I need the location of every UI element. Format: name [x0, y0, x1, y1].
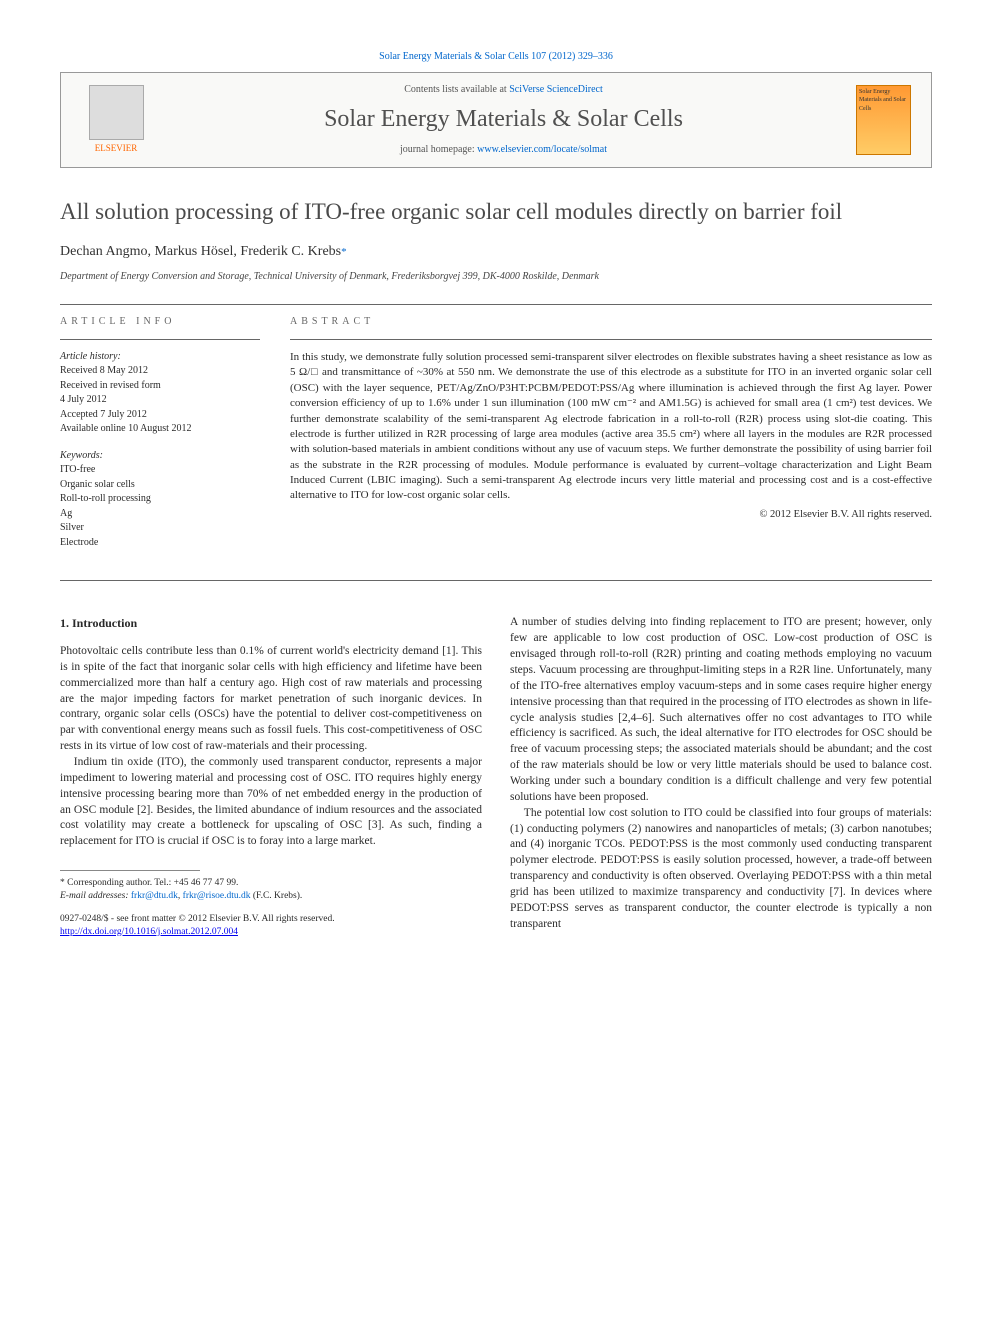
- received-date: Received 8 May 2012: [60, 364, 260, 379]
- article-info-label: article info: [60, 315, 260, 329]
- email-link-1[interactable]: frkr@dtu.dk: [131, 891, 178, 901]
- homepage-line: journal homepage: www.elsevier.com/locat…: [151, 143, 856, 157]
- email-link-2[interactable]: frkr@risoe.dtu.dk: [183, 891, 251, 901]
- homepage-prefix: journal homepage:: [400, 144, 477, 155]
- sciencedirect-link[interactable]: SciVerse ScienceDirect: [509, 84, 603, 95]
- affiliation: Department of Energy Conversion and Stor…: [60, 270, 932, 284]
- divider: [290, 339, 932, 340]
- corresponding-footnote: * Corresponding author. Tel.: +45 46 77 …: [60, 877, 482, 890]
- abstract-text: In this study, we demonstrate fully solu…: [290, 350, 932, 504]
- email-label: E-mail addresses:: [60, 891, 131, 901]
- keyword-3: Roll-to-roll processing: [60, 492, 260, 507]
- divider: [60, 580, 932, 581]
- homepage-link[interactable]: www.elsevier.com/locate/solmat: [477, 144, 607, 155]
- elsevier-label: ELSEVIER: [95, 142, 138, 155]
- journal-reference-bar: Solar Energy Materials & Solar Cells 107…: [60, 50, 932, 64]
- contents-prefix: Contents lists available at: [404, 84, 509, 95]
- section-heading-introduction: 1. Introduction: [60, 615, 482, 632]
- paragraph-1: Photovoltaic cells contribute less than …: [60, 644, 482, 755]
- authors-names: Dechan Angmo, Markus Hösel, Frederik C. …: [60, 244, 341, 259]
- paragraph-2: Indium tin oxide (ITO), the commonly use…: [60, 755, 482, 850]
- elsevier-tree-icon: [89, 85, 144, 140]
- accepted-date: Accepted 7 July 2012: [60, 408, 260, 423]
- elsevier-logo: ELSEVIER: [81, 85, 151, 155]
- online-date: Available online 10 August 2012: [60, 422, 260, 437]
- paragraph-3: A number of studies delving into finding…: [510, 615, 932, 805]
- article-info-column: article info Article history: Received 8…: [60, 315, 260, 551]
- article-title: All solution processing of ITO-free orga…: [60, 198, 932, 227]
- body-text: 1. Introduction Photovoltaic cells contr…: [60, 615, 932, 938]
- revised-date-line2: 4 July 2012: [60, 393, 260, 408]
- divider: [60, 304, 932, 305]
- divider: [60, 339, 260, 340]
- keyword-1: ITO-free: [60, 463, 260, 478]
- authors-line: Dechan Angmo, Markus Hösel, Frederik C. …: [60, 242, 932, 262]
- keywords-label: Keywords:: [60, 449, 260, 464]
- doi-link[interactable]: http://dx.doi.org/10.1016/j.solmat.2012.…: [60, 927, 238, 937]
- journal-header-box: ELSEVIER Contents lists available at Sci…: [60, 72, 932, 168]
- abstract-copyright: © 2012 Elsevier B.V. All rights reserved…: [290, 508, 932, 523]
- paragraph-4: The potential low cost solution to ITO c…: [510, 806, 932, 933]
- revised-date-line1: Received in revised form: [60, 379, 260, 394]
- email-suffix: (F.C. Krebs).: [251, 891, 303, 901]
- journal-cover-thumbnail: Solar Energy Materials and Solar Cells: [856, 85, 911, 155]
- doi-line: http://dx.doi.org/10.1016/j.solmat.2012.…: [60, 926, 482, 939]
- front-matter-line: 0927-0248/$ - see front matter © 2012 El…: [60, 913, 482, 926]
- abstract-label: abstract: [290, 315, 932, 329]
- contents-line: Contents lists available at SciVerse Sci…: [151, 83, 856, 97]
- history-label: Article history:: [60, 350, 260, 365]
- footnote-separator: [60, 870, 200, 871]
- keyword-6: Electrode: [60, 536, 260, 551]
- journal-name: Solar Energy Materials & Solar Cells: [151, 103, 856, 137]
- keyword-4: Ag: [60, 507, 260, 522]
- keyword-5: Silver: [60, 521, 260, 536]
- keyword-2: Organic solar cells: [60, 478, 260, 493]
- abstract-column: abstract In this study, we demonstrate f…: [290, 315, 932, 551]
- email-footnote: E-mail addresses: frkr@dtu.dk, frkr@riso…: [60, 890, 482, 903]
- corresponding-star-icon: *: [341, 246, 347, 258]
